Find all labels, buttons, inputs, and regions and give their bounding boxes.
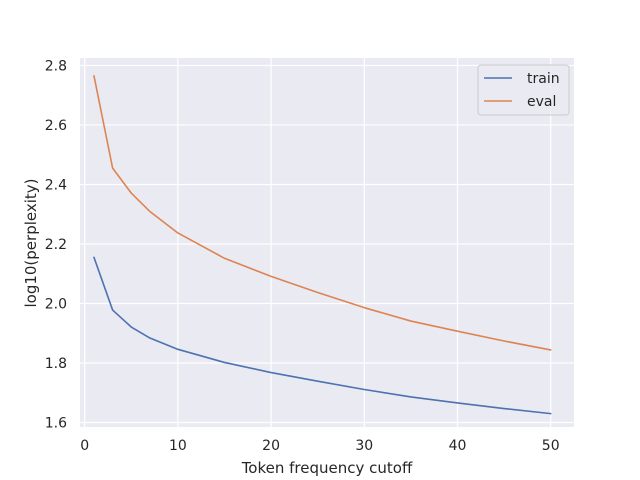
x-tick-label: 10	[169, 438, 187, 454]
y-tick-label: 1.6	[45, 416, 67, 432]
x-axis-label: Token frequency cutoff	[241, 459, 413, 477]
y-tick-label: 1.8	[45, 356, 67, 372]
y-tick-label: 2.8	[45, 58, 67, 74]
series-layer	[93, 75, 552, 415]
x-tick-label: 20	[262, 438, 280, 454]
y-tick-label: 2.4	[45, 177, 67, 193]
x-tick-label: 40	[449, 438, 467, 454]
legend: train eval	[477, 64, 570, 116]
legend-label-train: train	[527, 71, 560, 87]
y-axis-label: log10(perplexity)	[22, 178, 40, 307]
grid	[80, 58, 574, 427]
series-line-train	[93, 256, 552, 415]
y-tick-label: 2.0	[45, 297, 67, 313]
x-tick-label: 50	[542, 438, 560, 454]
y-axis-ticks: 1.6 1.8 2.0 2.2 2.4 2.6 2.8	[45, 58, 67, 431]
x-axis-ticks: 0 10 20 30 40 50	[80, 438, 559, 454]
series-line-eval	[93, 75, 552, 351]
legend-label-eval: eval	[527, 94, 556, 110]
plot-area	[80, 58, 574, 427]
y-tick-label: 2.2	[45, 237, 67, 253]
x-tick-label: 0	[80, 438, 89, 454]
x-tick-label: 30	[355, 438, 373, 454]
y-tick-label: 2.6	[45, 118, 67, 134]
